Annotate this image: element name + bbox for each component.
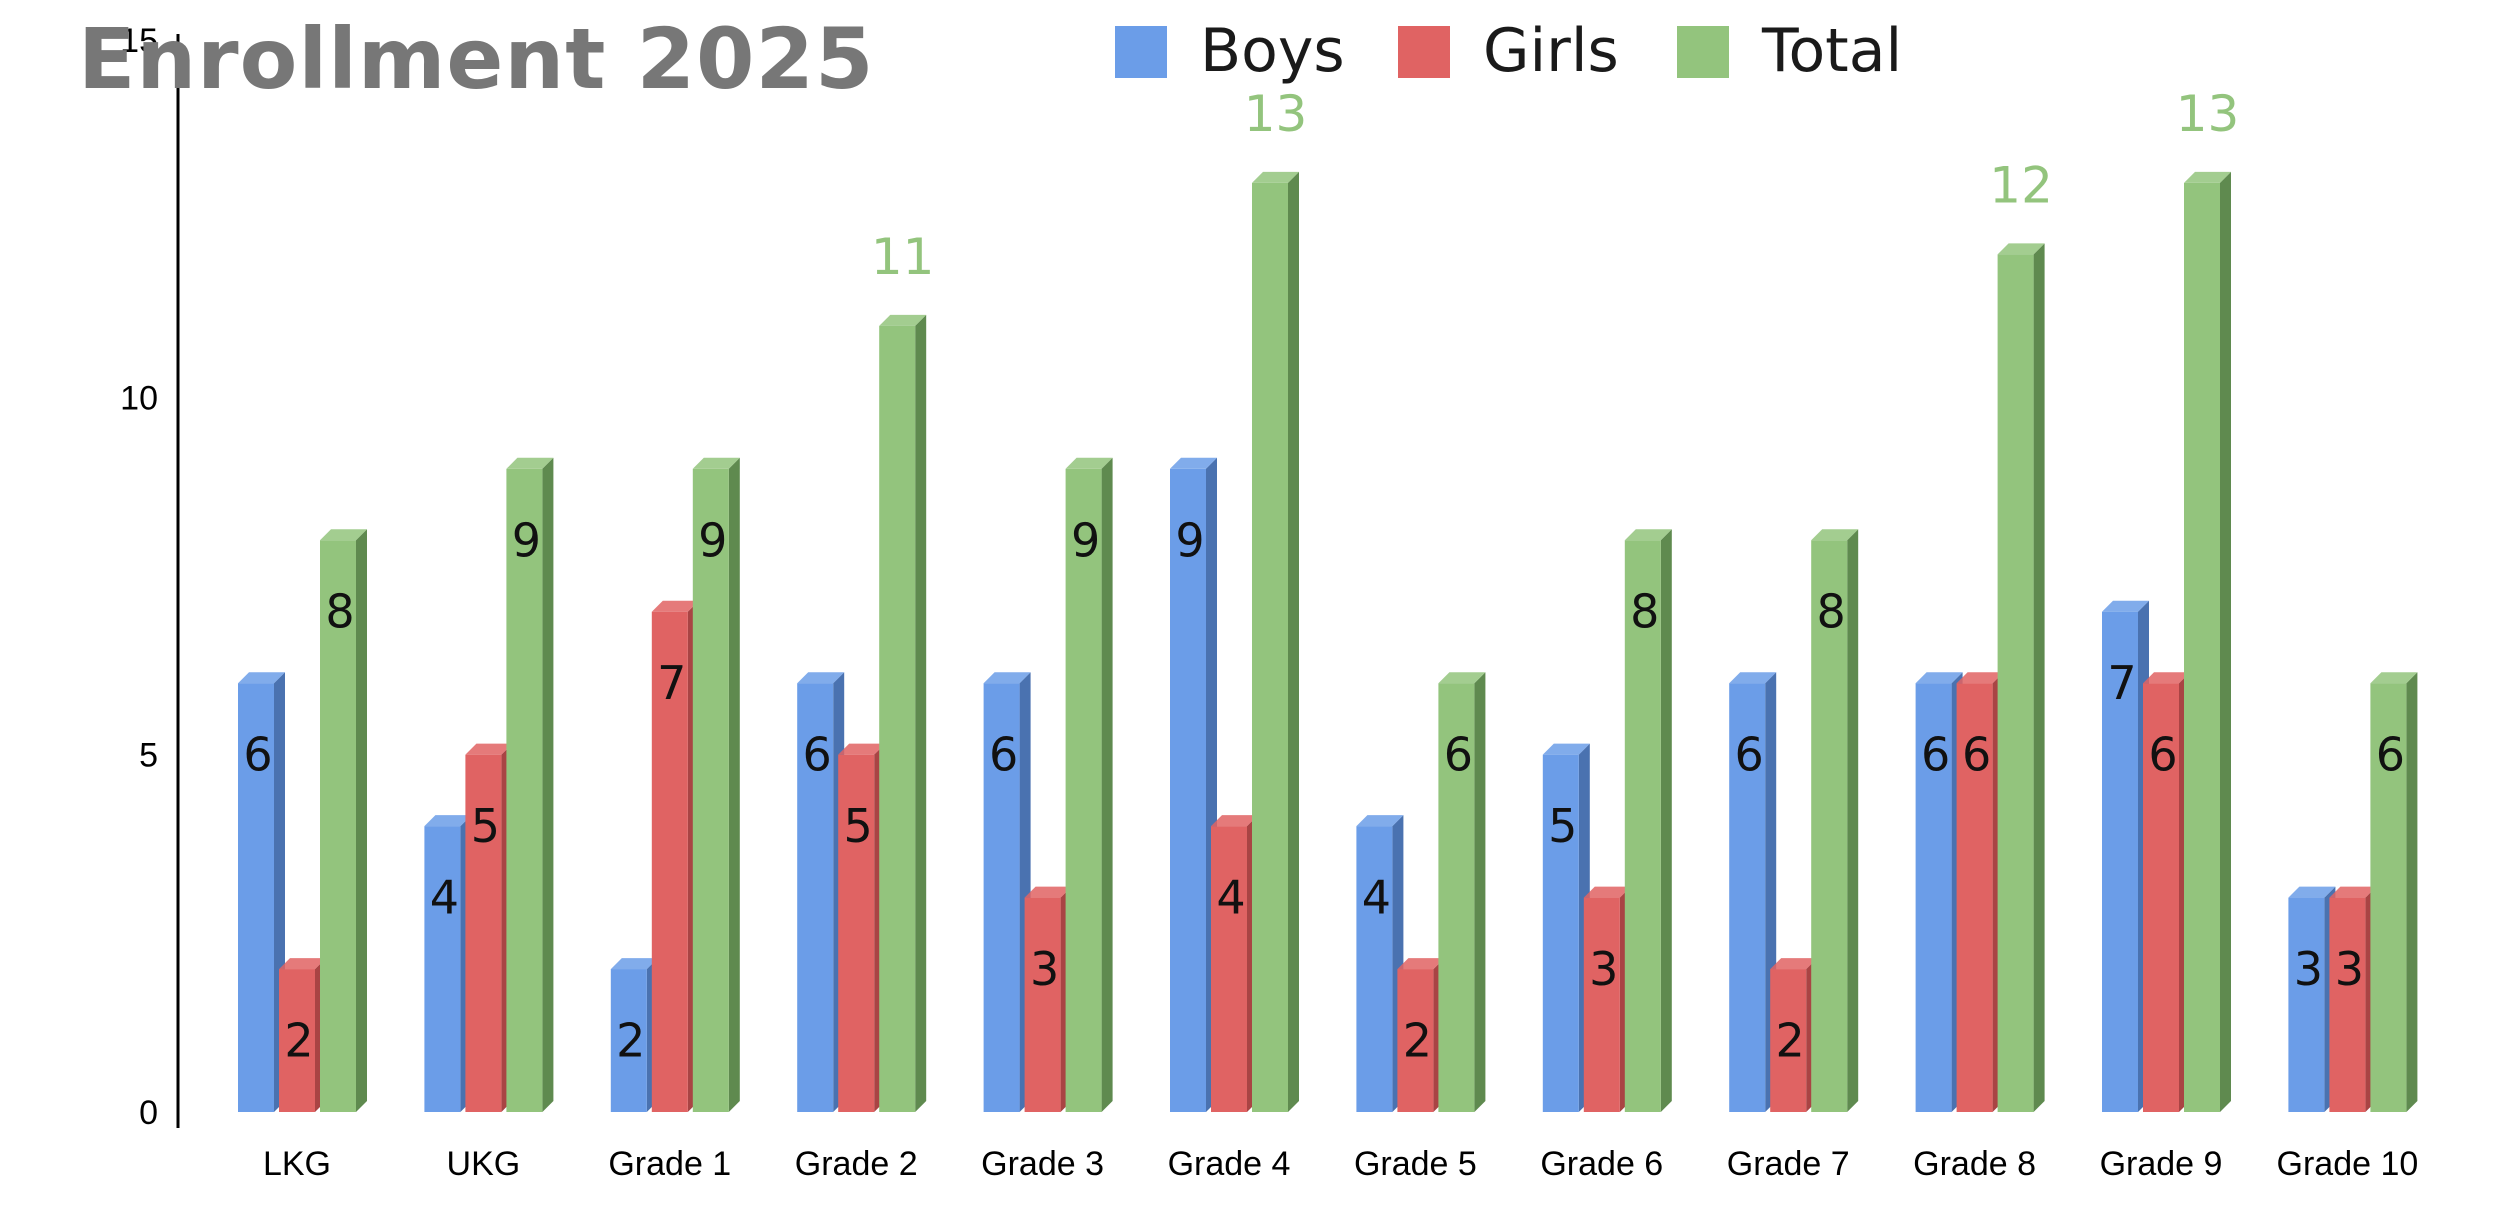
data-label-girls-grade-1: 7 — [657, 656, 686, 710]
y-tick-label: 5 — [139, 737, 158, 775]
legend-swatch-girls — [1398, 26, 1450, 78]
data-label-girls-grade-6: 3 — [1589, 942, 1618, 996]
data-label-boys-lkg: 6 — [243, 728, 272, 782]
data-label-total-grade-6: 8 — [1630, 585, 1659, 639]
category-label-grade-2: Grade 2 — [795, 1145, 918, 1183]
category-label-grade-5: Grade 5 — [1354, 1145, 1477, 1183]
category-label-lkg: LKG — [263, 1145, 331, 1183]
data-label-boys-grade-10: 3 — [2294, 942, 2323, 996]
data-label-total-grade-10: 6 — [2376, 728, 2405, 782]
data-label-total-grade-3: 9 — [1071, 513, 1100, 567]
data-label-total-lkg: 8 — [325, 585, 354, 639]
bar-total-grade-6 — [1624, 529, 1672, 1112]
legend-label-total: Total — [1761, 16, 1902, 86]
bar-total-grade-4 — [1252, 171, 1299, 1112]
legend-item-girls: Girls — [1398, 16, 1619, 86]
category-label-grade-1: Grade 1 — [608, 1145, 731, 1183]
legend-swatch-total — [1677, 26, 1729, 78]
bar-boys-grade-5 — [1356, 815, 1404, 1112]
bar-girls-grade-3 — [1024, 886, 1072, 1112]
bar-boys-grade-3 — [983, 672, 1031, 1112]
data-label-boys-grade-8: 6 — [1921, 728, 1950, 782]
legend-item-boys: Boys — [1115, 16, 1345, 86]
data-label-boys-grade-9: 7 — [2107, 656, 2136, 710]
bar-boys-grade-8 — [1915, 672, 1963, 1112]
bar-girls-grade-10 — [2329, 886, 2377, 1112]
data-label-girls-grade-5: 2 — [1403, 1014, 1432, 1068]
data-label-total-grade-5: 6 — [1444, 728, 1473, 782]
legend-label-boys: Boys — [1200, 16, 1345, 86]
data-label-boys-grade-6: 5 — [1548, 799, 1577, 853]
data-label-total-grade-8: 12 — [1989, 156, 2053, 214]
data-label-girls-grade-3: 3 — [1030, 942, 1059, 996]
data-label-girls-grade-2: 5 — [844, 799, 873, 853]
bar-total-grade-3 — [1065, 457, 1113, 1112]
bar-boys-grade-10 — [2288, 886, 2336, 1112]
data-label-total-grade-7: 8 — [1817, 585, 1846, 639]
bar-total-grade-10 — [2370, 672, 2418, 1112]
bar-total-grade-5 — [1438, 672, 1486, 1112]
bar-total-grade-1 — [692, 457, 740, 1112]
category-label-grade-7: Grade 7 — [1727, 1145, 1850, 1183]
category-label-grade-10: Grade 10 — [2277, 1145, 2419, 1183]
y-tick-label: 10 — [120, 379, 158, 417]
data-label-girls-ukg: 5 — [471, 799, 500, 853]
data-label-total-grade-1: 9 — [698, 513, 727, 567]
data-label-girls-grade-9: 6 — [2148, 728, 2177, 782]
data-label-boys-grade-3: 6 — [989, 728, 1018, 782]
data-label-total-grade-9: 13 — [2176, 85, 2240, 143]
category-label-grade-3: Grade 3 — [981, 1145, 1104, 1183]
data-label-girls-lkg: 2 — [284, 1014, 313, 1068]
bar-girls-grade-6 — [1583, 886, 1631, 1112]
category-label-grade-4: Grade 4 — [1168, 1145, 1291, 1183]
axis: 0 5 10 15 LKG UKG Grade 1 Grade 2 Grade 3 Grade 4… — [120, 22, 2418, 1183]
data-label-boys-grade-4: 9 — [1175, 513, 1204, 567]
legend-item-total: Total — [1677, 16, 1902, 86]
bar-total-grade-2 — [879, 314, 927, 1112]
category-label-grade-6: Grade 6 — [1540, 1145, 1663, 1183]
chart-title: Enrollment 2025 — [78, 10, 875, 108]
y-tick-label: 15 — [120, 22, 158, 60]
category-label-grade-8: Grade 8 — [1913, 1145, 2036, 1183]
bar-total-grade-8 — [1997, 243, 2045, 1112]
data-label-girls-grade-4: 4 — [1216, 871, 1245, 925]
bar-total-grade-9 — [2184, 171, 2231, 1112]
bar-boys-grade-4 — [1170, 457, 1217, 1112]
category-label-grade-9: Grade 9 — [2100, 1145, 2223, 1183]
data-label-girls-grade-8: 6 — [1962, 728, 1991, 782]
data-label-girls-grade-7: 2 — [1776, 1014, 1805, 1068]
category-label-ukg: UKG — [447, 1145, 521, 1183]
data-label-total-grade-2: 11 — [871, 228, 935, 286]
data-label-boys-grade-1: 2 — [616, 1014, 645, 1068]
legend-swatch-boys — [1115, 26, 1167, 78]
data-label-total-ukg: 9 — [512, 513, 541, 567]
bars — [238, 171, 2418, 1112]
bar-girls-grade-4 — [1211, 815, 1258, 1112]
data-label-boys-grade-7: 6 — [1735, 728, 1764, 782]
data-label-total-grade-4: 13 — [1244, 85, 1308, 143]
legend-label-girls: Girls — [1483, 16, 1619, 86]
data-label-boys-ukg: 4 — [430, 871, 459, 925]
data-label-boys-grade-2: 6 — [803, 728, 832, 782]
bar-boys-ukg — [424, 815, 472, 1112]
data-label-boys-grade-5: 4 — [1362, 871, 1391, 925]
data-label-girls-grade-10: 3 — [2335, 942, 2364, 996]
y-tick-label: 0 — [139, 1094, 158, 1132]
bar-total-ukg — [506, 457, 554, 1112]
bar-girls-grade-1 — [651, 600, 699, 1112]
bar-total-grade-7 — [1811, 529, 1859, 1112]
legend: Boys Girls Total — [1115, 16, 1902, 86]
bar-total-lkg — [320, 529, 367, 1112]
